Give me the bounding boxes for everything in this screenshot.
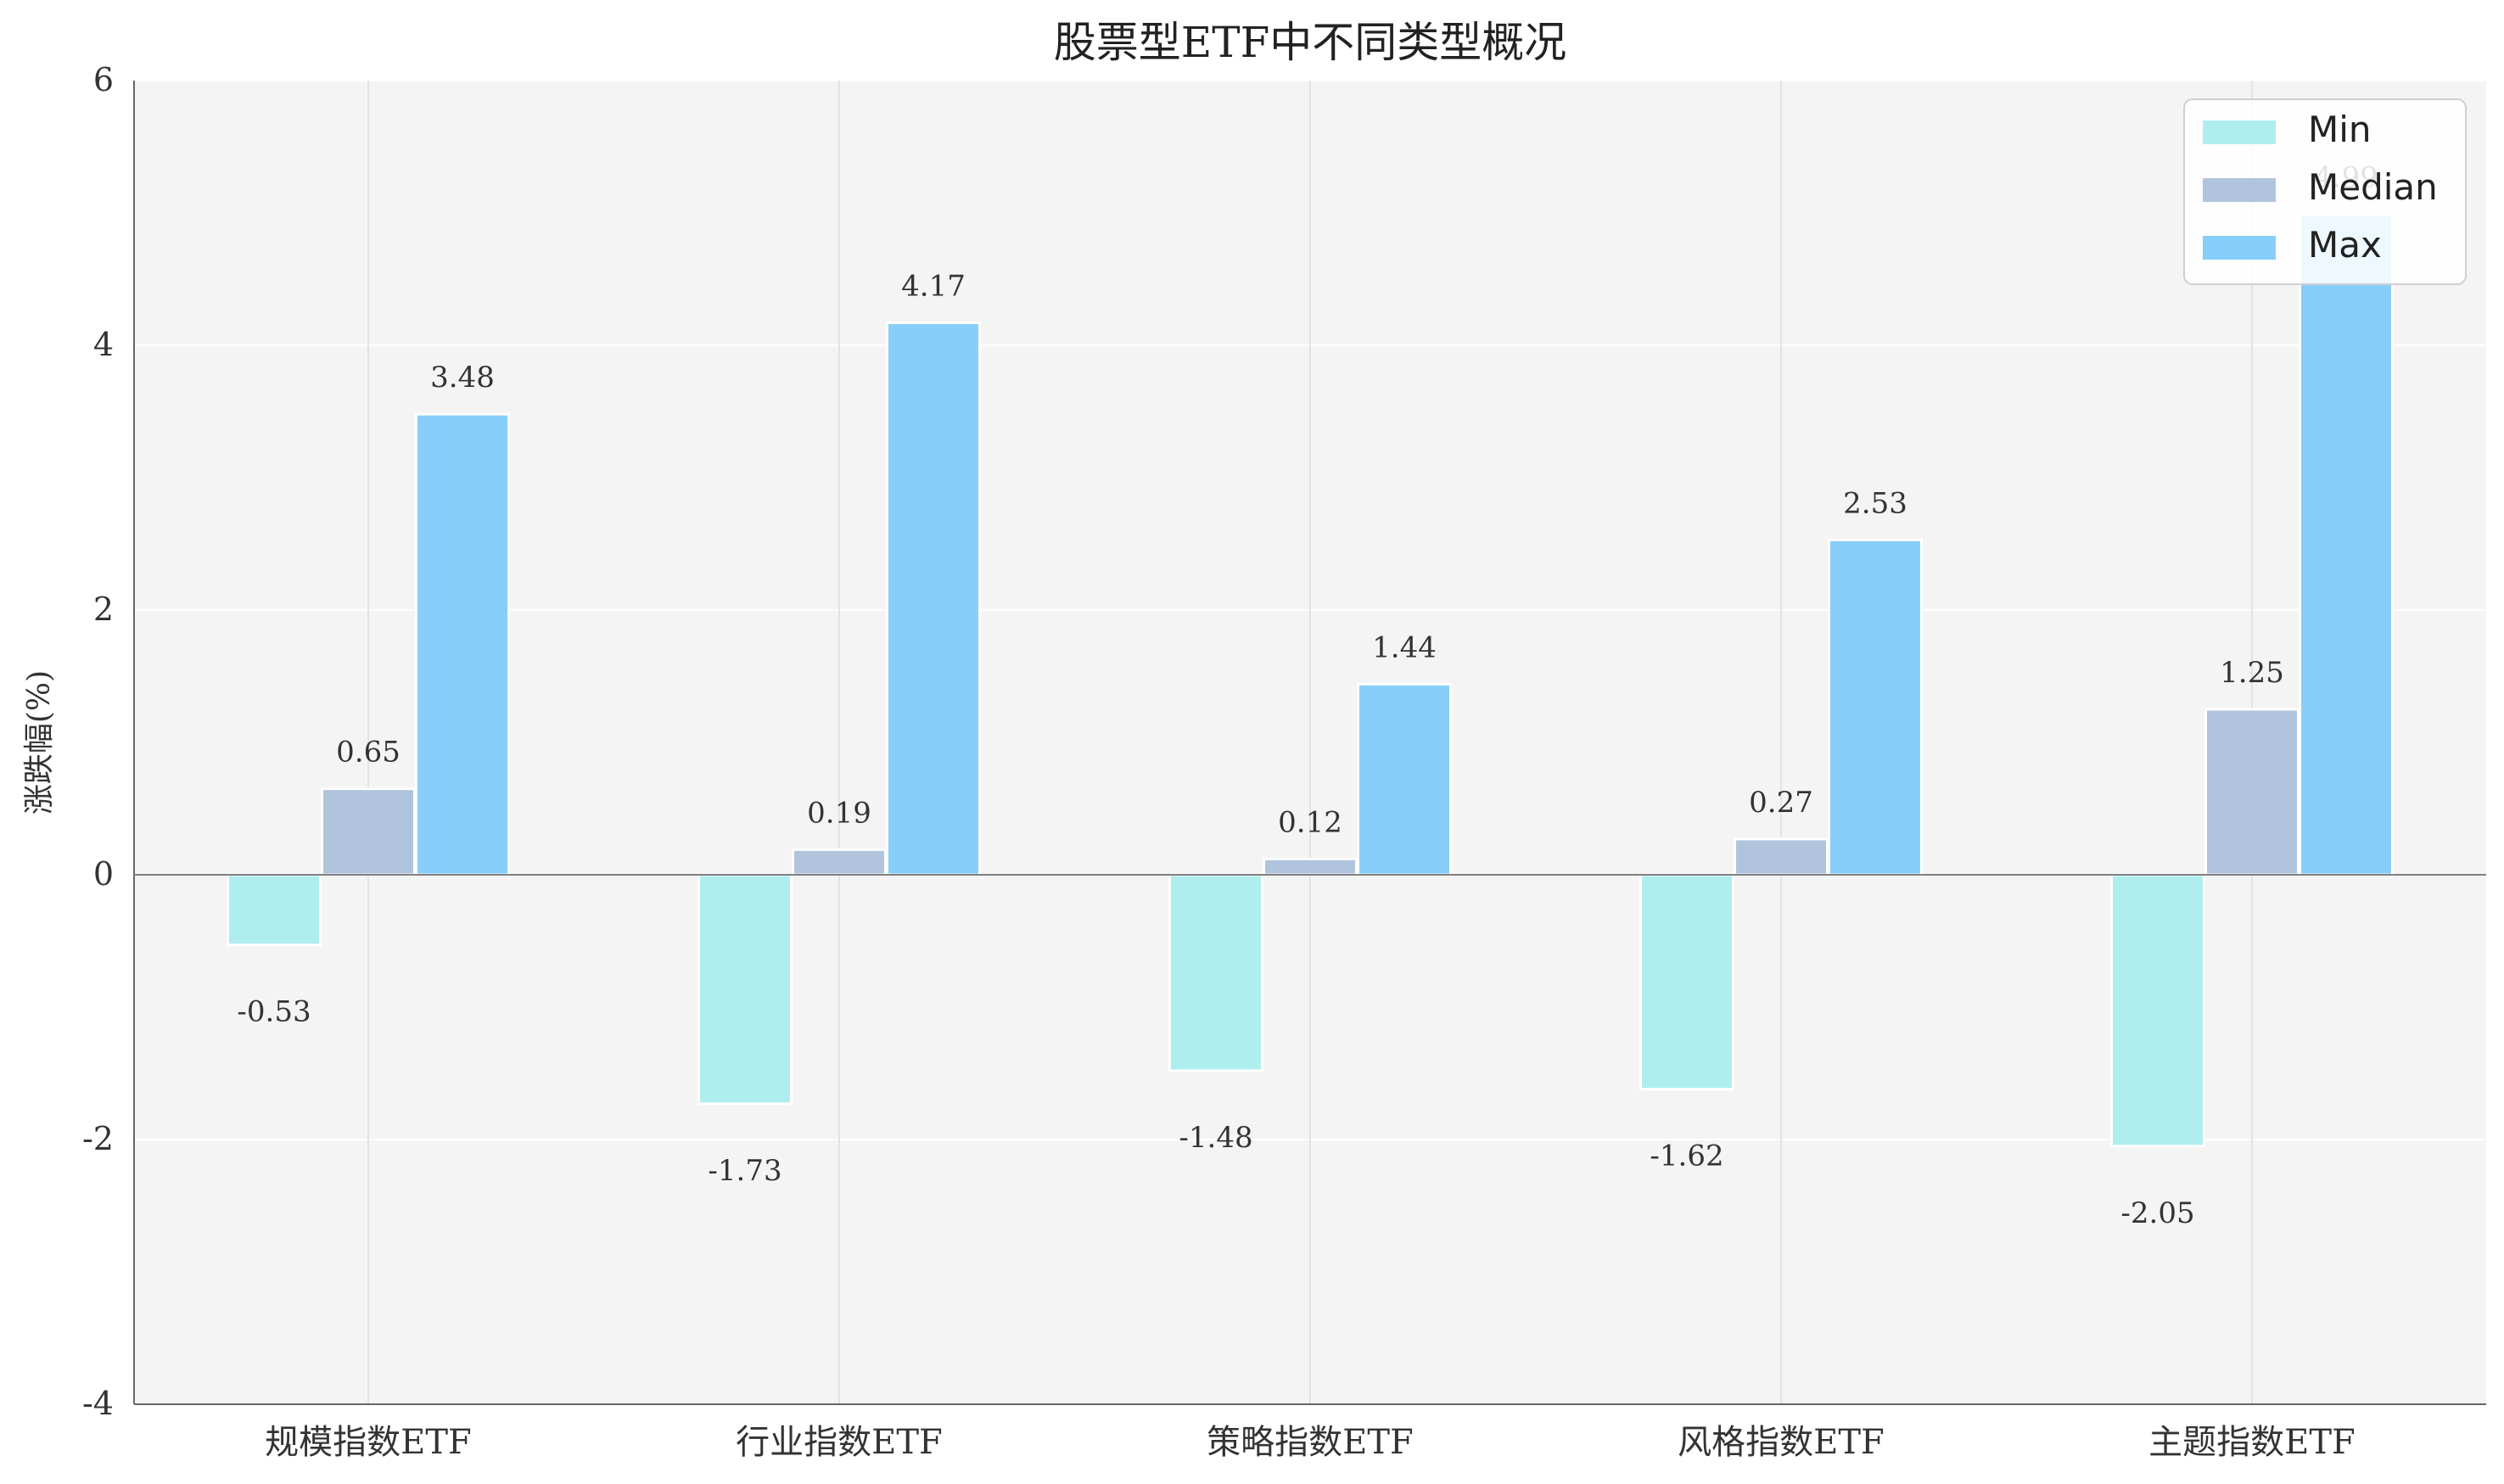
data-label: 0.12 (1278, 805, 1342, 839)
legend-label: Median (2308, 166, 2438, 208)
y-tick-label: 0 (93, 855, 114, 893)
bar-max (1828, 538, 1923, 876)
x-tick-label: 规模指数ETF (265, 1423, 472, 1462)
y-tick-label: 6 (93, 61, 114, 98)
x-tick-label: 行业指数ETF (736, 1423, 943, 1462)
data-label: 0.27 (1749, 786, 1813, 820)
chart-title: 股票型ETF中不同类型概况 (1054, 18, 1567, 67)
data-label: 1.44 (1372, 630, 1437, 664)
legend-swatch (2203, 236, 2276, 260)
x-tick-label: 风格指数ETF (1678, 1423, 1885, 1462)
bar-min (227, 873, 322, 947)
data-label: 1.25 (2220, 656, 2284, 690)
legend-swatch (2203, 120, 2276, 144)
data-label: 0.65 (336, 736, 401, 770)
x-tick-label: 主题指数ETF (2148, 1423, 2356, 1462)
y-tick-label: -2 (82, 1120, 114, 1157)
y-tick-label: -4 (82, 1385, 114, 1422)
legend-swatch (2203, 178, 2276, 202)
legend-label: Max (2308, 224, 2382, 266)
data-label: -1.62 (1650, 1140, 1723, 1173)
bar-min (1168, 873, 1263, 1072)
data-label: -1.48 (1179, 1121, 1252, 1155)
bar-max (886, 321, 981, 876)
bar-median (792, 848, 887, 876)
bar-min (2110, 873, 2205, 1148)
x-tick-label: 策略指数ETF (1207, 1423, 1414, 1462)
bar-max (415, 412, 510, 876)
legend: Min Median Max (2183, 98, 2467, 285)
legend-items: Min Median Max (2203, 109, 2438, 266)
data-label: 4.17 (901, 269, 966, 303)
legend-label: Min (2308, 109, 2372, 150)
bar-max (1357, 682, 1452, 876)
bar-median (2204, 708, 2300, 876)
axis-layer: -4 -2 0 2 4 6 规模指数ETF 行业指数ETF 策略指数ETF 风格指数ETF 主题指数… (82, 61, 2486, 1462)
bar-median (1734, 837, 1829, 876)
bar-median (321, 787, 416, 876)
y-tick-label: 2 (93, 591, 114, 628)
data-label: 0.19 (807, 796, 871, 830)
data-label: -1.73 (708, 1154, 781, 1188)
data-labels-layer: -0.53 -1.73 -1.48 -1.62 -2.05 0.65 0.19 0.12 0.2… (237, 161, 2378, 1230)
data-label: -0.53 (237, 995, 311, 1029)
bar-min (697, 873, 793, 1106)
y-tick-label: 4 (93, 326, 114, 363)
bars-layer (227, 213, 2394, 1148)
data-label: -2.05 (2120, 1196, 2194, 1230)
data-label: 2.53 (1843, 486, 1907, 520)
bar-median (1263, 857, 1358, 876)
data-label: 3.48 (430, 361, 495, 395)
bar-max (2299, 213, 2394, 876)
y-axis-label: 涨跌幅(%) (22, 670, 57, 815)
bar-min (1639, 873, 1734, 1091)
